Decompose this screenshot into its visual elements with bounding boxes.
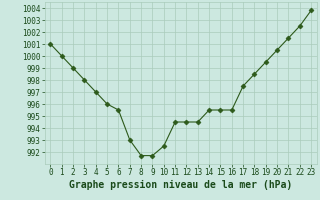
X-axis label: Graphe pression niveau de la mer (hPa): Graphe pression niveau de la mer (hPa) xyxy=(69,180,292,190)
